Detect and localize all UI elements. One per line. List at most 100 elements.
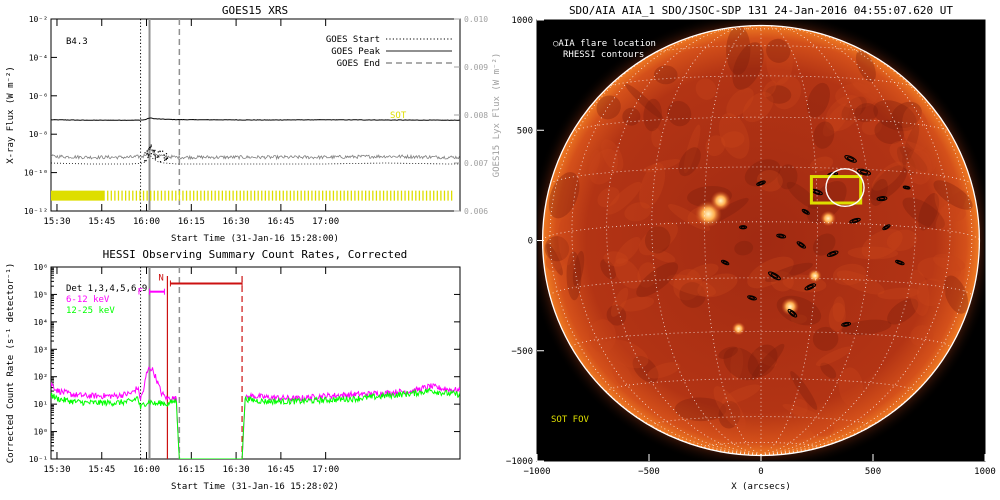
aia-latitude-line bbox=[704, 442, 818, 448]
aia-rhessi-contour bbox=[856, 168, 872, 176]
aia-bright-region bbox=[731, 322, 746, 336]
goes-y-tick-label: 10⁻¹² bbox=[24, 207, 48, 216]
aia-disk-texture bbox=[836, 270, 885, 295]
aia-disk-texture bbox=[636, 262, 679, 298]
aia-disk-texture bbox=[820, 362, 837, 379]
goes-x-tick-label: 16:00 bbox=[133, 217, 160, 227]
aia-rhessi-contour-inner bbox=[740, 225, 746, 229]
rhessi-y-tick-label: 10⁶ bbox=[34, 263, 48, 272]
aia-disk-texture bbox=[777, 164, 798, 190]
aia-disk-texture bbox=[686, 263, 719, 282]
rhessi-legend-6-12: 6-12 keV bbox=[66, 295, 110, 305]
goes-legend: GOES Start GOES Peak GOES End bbox=[326, 35, 452, 69]
aia-disk-texture bbox=[726, 87, 754, 117]
aia-disk-texture bbox=[637, 262, 657, 288]
aia-disk-texture bbox=[935, 190, 967, 231]
aia-bright-region bbox=[710, 190, 731, 211]
aia-disk-texture bbox=[611, 361, 633, 388]
aia-disk-texture bbox=[905, 148, 932, 185]
aia-disk-texture bbox=[765, 85, 792, 104]
rhessi-x-tick-label: 17:00 bbox=[312, 465, 339, 475]
rhessi-y-tick-label: 10³ bbox=[34, 345, 48, 354]
aia-disk-texture bbox=[896, 146, 916, 175]
goes-y-axis: 10⁻¹² 10⁻¹⁰ 10⁻⁸ 10⁻⁶ 10⁻⁴ 10⁻² bbox=[24, 15, 57, 216]
aia-disk-texture bbox=[813, 121, 835, 149]
aia-disk-texture bbox=[918, 192, 940, 231]
aia-rhessi-contour bbox=[844, 155, 857, 163]
aia-disk-texture bbox=[747, 344, 778, 378]
aia-rhessi-contour bbox=[738, 225, 748, 230]
rhessi-y-tick-label: 10⁰ bbox=[34, 428, 48, 437]
aia-rhessi-contour bbox=[767, 271, 781, 281]
goes-long-channel-line bbox=[51, 117, 460, 121]
goes-short-channel-point bbox=[154, 155, 156, 157]
aia-disk-texture bbox=[809, 419, 834, 437]
goes-short-channel-point bbox=[162, 150, 164, 152]
aia-disk-texture bbox=[916, 278, 946, 307]
aia-x-tick-label: 500 bbox=[865, 467, 881, 477]
aia-rhessi-contour bbox=[895, 259, 905, 266]
goes-y-tick-label: 10⁻¹⁰ bbox=[24, 169, 48, 178]
aia-rhessi-contour bbox=[882, 224, 891, 231]
aia-rhessi-contour-inner bbox=[778, 234, 785, 238]
aia-disk-texture bbox=[790, 371, 818, 410]
goes-sot-label: SOT bbox=[390, 111, 407, 121]
aia-disk-texture bbox=[899, 145, 928, 173]
goes-short-channel-point bbox=[153, 153, 155, 156]
goes-short-channel-point bbox=[147, 154, 150, 156]
goes-y2-tick-label: 0.007 bbox=[464, 159, 488, 168]
aia-heliographic-grid bbox=[542, 25, 980, 456]
aia-disk-texture bbox=[861, 118, 882, 135]
aia-disk-texture bbox=[673, 269, 702, 301]
aia-disk-texture bbox=[835, 83, 879, 109]
aia-y-tick-label: 500 bbox=[517, 126, 533, 136]
rhessi-x-tick-label: 16:30 bbox=[223, 465, 250, 475]
goes-xlabel: Start Time (31-Jan-16 15:28:00) bbox=[171, 234, 339, 244]
rhessi-data-area bbox=[51, 267, 460, 459]
aia-rhessi-contour bbox=[796, 241, 807, 249]
aia-disk-texture bbox=[572, 250, 585, 287]
aia-disk-texture bbox=[589, 148, 619, 185]
aia-disk-texture bbox=[639, 162, 666, 209]
aia-sot-fov-box bbox=[809, 175, 863, 205]
rhessi-x-tick-label: 16:45 bbox=[267, 465, 294, 475]
aia-xlabel: X (arcsecs) bbox=[731, 482, 791, 492]
aia-disk-texture bbox=[933, 180, 973, 210]
aia-longitude-line bbox=[760, 25, 818, 456]
goes-y-tick-label: 10⁻⁶ bbox=[29, 92, 48, 101]
aia-rhessi-contour bbox=[756, 180, 766, 186]
goes-x-tick-label: 16:30 bbox=[223, 217, 250, 227]
aia-longitude-line bbox=[704, 25, 762, 456]
goes-short-channel-point bbox=[146, 153, 148, 155]
aia-disk-texture bbox=[838, 367, 864, 407]
rhessi-plot-frame bbox=[50, 266, 461, 460]
aia-bright-region bbox=[808, 269, 822, 283]
goes-short-channel-point bbox=[153, 150, 155, 152]
aia-disk-texture bbox=[854, 103, 879, 123]
aia-disk-texture bbox=[558, 218, 574, 266]
goes-short-channel-point bbox=[150, 144, 152, 146]
goes-short-channel-point bbox=[147, 156, 149, 158]
aia-disk-texture bbox=[619, 296, 655, 312]
aia-disk-texture bbox=[902, 197, 945, 230]
aia-disk-texture bbox=[614, 258, 641, 289]
aia-rhessi-contour-inner bbox=[843, 322, 850, 326]
aia-y-tick-label: −1000 bbox=[506, 457, 533, 467]
aia-disk-texture bbox=[603, 251, 629, 267]
aia-disk-texture bbox=[610, 287, 629, 317]
aia-disk-texture bbox=[870, 165, 908, 201]
goes-y2-tick-label: 0.006 bbox=[464, 207, 488, 216]
goes-short-channel-point bbox=[159, 161, 162, 163]
aia-disk-texture bbox=[765, 262, 813, 283]
goes-ylabel2: GOES15 Lyx Flux (W m⁻²) bbox=[492, 53, 502, 178]
aia-longitude-line bbox=[651, 25, 762, 456]
aia-rhessi-contour bbox=[826, 250, 839, 257]
aia-disk-texture bbox=[855, 50, 876, 82]
aia-disk-texture bbox=[886, 229, 918, 251]
goes-y2-tick-label: 0.008 bbox=[464, 111, 488, 120]
aia-disk-texture bbox=[678, 147, 701, 177]
aia-disk-texture bbox=[651, 249, 676, 263]
goes-short-channel-point bbox=[144, 160, 146, 162]
goes-short-channel-line bbox=[51, 146, 460, 161]
aia-rhessi-contour-inner bbox=[851, 218, 859, 223]
